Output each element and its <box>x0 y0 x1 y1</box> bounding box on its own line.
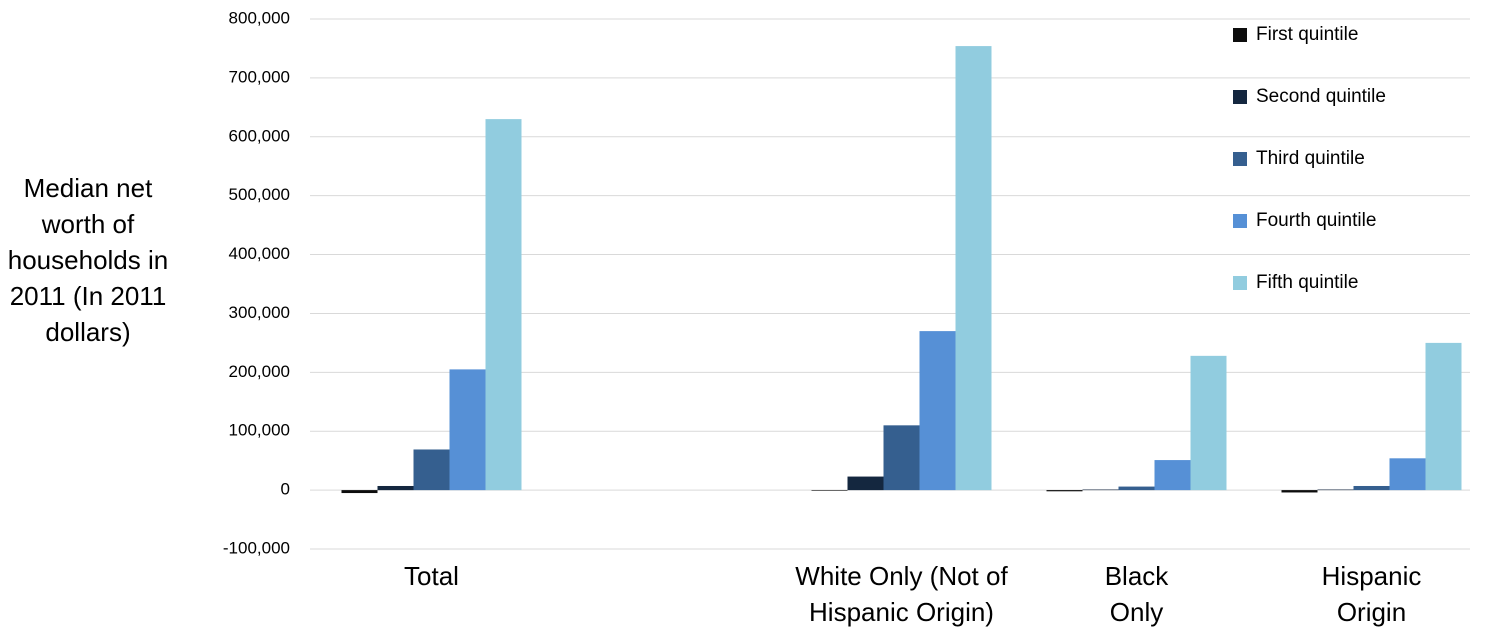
bar <box>1425 342 1462 491</box>
legend-swatch <box>1233 28 1247 42</box>
bar <box>413 449 450 491</box>
x-tick-label: Hispanic Origin <box>1321 561 1422 627</box>
y-tick-label: 200,000 <box>229 362 290 381</box>
legend-label: Third quintile <box>1256 148 1365 169</box>
bar <box>1118 486 1155 491</box>
legend-label: First quintile <box>1256 24 1358 45</box>
y-tick-label: 500,000 <box>229 185 290 204</box>
bar <box>1389 458 1426 491</box>
y-tick-label: 400,000 <box>229 244 290 263</box>
y-tick-label: 100,000 <box>229 421 290 440</box>
bar <box>1154 460 1191 491</box>
bar <box>1317 489 1354 491</box>
bar <box>811 490 848 491</box>
x-tick-label: Black Only <box>1104 561 1169 627</box>
bar <box>377 485 414 491</box>
y-tick-label: 0 <box>281 480 290 499</box>
bar <box>1082 489 1119 491</box>
legend-label: Fourth quintile <box>1256 210 1376 231</box>
legend-swatch <box>1233 276 1247 290</box>
y-tick-label: -100,000 <box>223 538 290 557</box>
legend-label: Second quintile <box>1256 86 1386 107</box>
legend-swatch <box>1233 214 1247 228</box>
legend-swatch <box>1233 152 1247 166</box>
y-tick-label: 700,000 <box>229 67 290 86</box>
y-tick-label: 800,000 <box>229 8 290 27</box>
bar <box>341 490 378 494</box>
x-tick-label: White Only (Not of Hispanic Origin) <box>795 561 1008 627</box>
bar <box>1353 485 1390 491</box>
y-axis-title: Median net worth of households in 2011 (… <box>7 173 169 347</box>
x-tick-label: Total <box>404 561 459 591</box>
y-tick-label: 600,000 <box>229 126 290 145</box>
bar <box>919 331 956 491</box>
legend-label: Fifth quintile <box>1256 272 1358 293</box>
y-tick-label: 300,000 <box>229 303 290 322</box>
bar <box>1046 490 1083 492</box>
bar <box>883 425 920 491</box>
bar <box>485 119 522 491</box>
bar <box>847 476 884 491</box>
bar <box>1190 355 1227 491</box>
bar <box>955 46 992 491</box>
bar <box>449 369 486 491</box>
bar <box>1281 490 1318 493</box>
legend-swatch <box>1233 90 1247 104</box>
